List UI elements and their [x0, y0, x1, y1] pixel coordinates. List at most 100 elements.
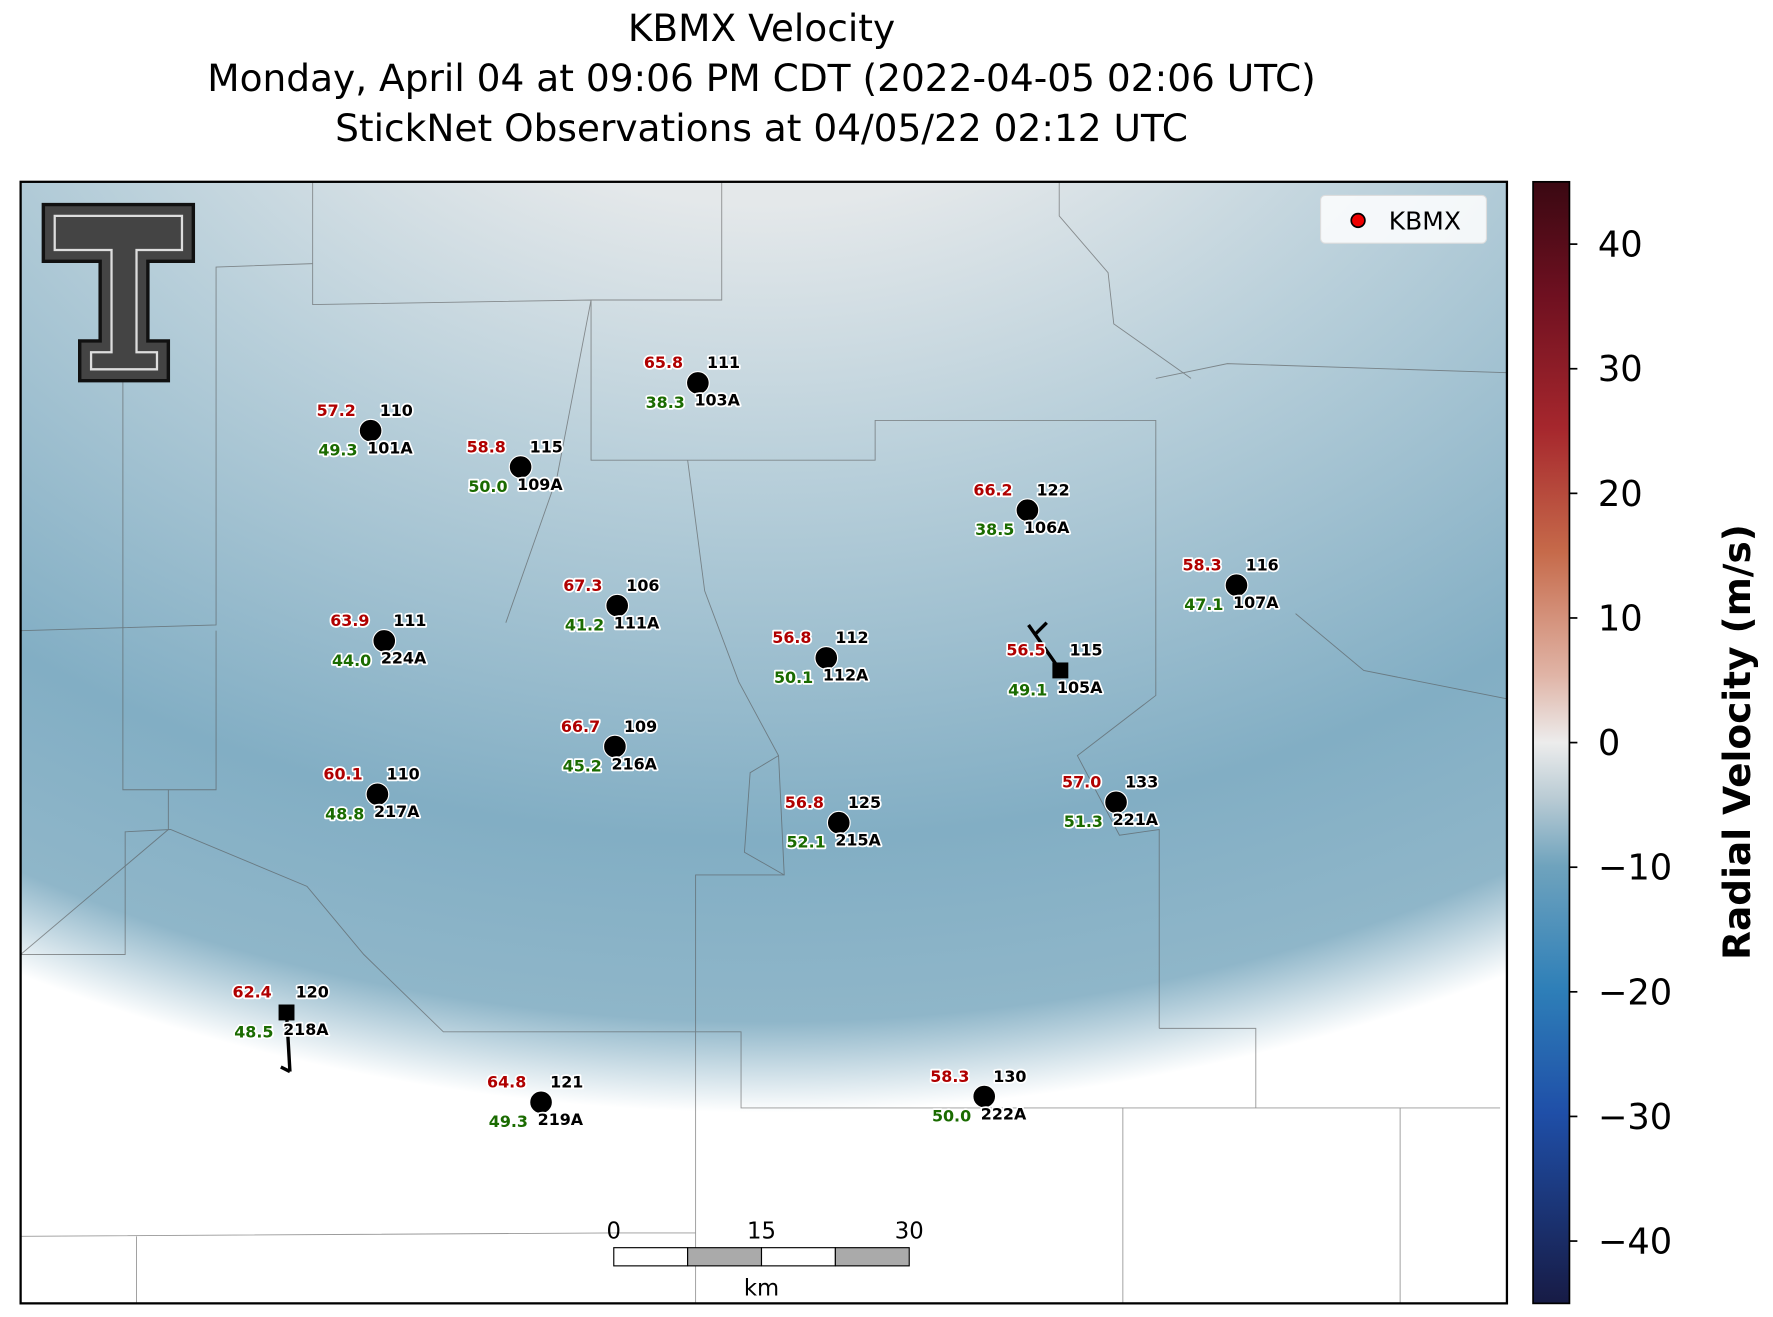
radar-field	[20, 181, 1507, 1304]
wind-direction: 109	[624, 717, 657, 736]
map-frame	[19, 180, 1509, 1305]
colorbar-tick-label: 0	[1598, 723, 1620, 764]
temperature: 64.8	[487, 1072, 526, 1091]
wind-direction: 111	[707, 353, 740, 372]
wind-direction: 111	[393, 611, 426, 630]
dewpoint: 50.0	[468, 477, 507, 496]
station-id: 111A	[614, 613, 660, 632]
temperature: 60.1	[323, 765, 362, 784]
station: 56.5 115 49.1 105A	[1005, 621, 1105, 701]
station-id: 217A	[374, 802, 420, 821]
station-id: 216A	[612, 754, 658, 773]
legend-label: KBMX	[1389, 207, 1461, 236]
station-marker	[529, 1090, 553, 1115]
colorbar	[1532, 180, 1571, 1305]
station-id: 218A	[283, 1020, 329, 1039]
scale-tick-label: 30	[895, 1219, 924, 1245]
scale-unit: km	[744, 1275, 779, 1301]
station-marker	[1015, 498, 1040, 523]
dewpoint: 49.3	[318, 441, 357, 460]
wind-direction: 106	[626, 576, 659, 595]
temperature: 62.4	[233, 983, 272, 1002]
station-id: 219A	[538, 1110, 584, 1129]
station: 58.3 116 47.1 107A	[1181, 554, 1281, 616]
station-id: 222A	[981, 1104, 1027, 1123]
station: 58.3 130 50.0 222A	[929, 1065, 1029, 1127]
station: 66.2 122 38.5 106A	[972, 479, 1072, 541]
station: 57.0 133 51.3 221A	[1060, 771, 1160, 833]
dewpoint: 44.0	[332, 651, 371, 670]
scale-tick-label: 0	[607, 1219, 621, 1245]
temperature: 56.8	[785, 793, 824, 812]
colorbar-tick-label: 40	[1598, 225, 1643, 266]
station: 60.1 110 48.8 217A	[322, 763, 422, 825]
colorbar-tick-label: 30	[1598, 349, 1643, 390]
temperature: 56.8	[772, 628, 811, 647]
title: KBMX Velocity	[628, 6, 895, 50]
station: 67.3 106 41.2 111A	[561, 574, 661, 636]
wind-direction: 115	[1069, 641, 1102, 660]
dewpoint: 50.0	[932, 1107, 971, 1126]
station-marker	[508, 455, 533, 479]
station: 63.9 111 44.0 224A	[329, 609, 429, 671]
station-id: 106A	[1024, 518, 1070, 537]
subtitle: Monday, April 04 at 09:06 PM CDT (2022-0…	[207, 56, 1316, 100]
station-id: 103A	[694, 391, 740, 410]
station-marker	[1224, 573, 1249, 598]
station-marker	[278, 1004, 295, 1021]
dewpoint: 49.1	[1008, 680, 1047, 699]
station-marker	[605, 593, 630, 618]
temperature: 65.8	[644, 353, 683, 372]
wind-direction: 112	[835, 628, 868, 647]
station: 58.8 115 50.0 109A	[465, 436, 565, 498]
station-id: 101A	[367, 438, 413, 457]
wind-direction: 122	[1036, 480, 1069, 499]
wind-direction: 133	[1125, 772, 1158, 791]
colorbar-tick-label: 20	[1598, 474, 1643, 515]
station: 56.8 112 50.1 112A	[771, 626, 871, 688]
station: 65.8 111 38.3 103A	[642, 351, 742, 413]
dewpoint: 38.3	[646, 393, 685, 412]
wind-direction: 110	[380, 401, 413, 420]
colorbar-tick-label: −30	[1598, 1097, 1672, 1138]
temperature: 58.8	[467, 437, 506, 456]
temperature: 67.3	[563, 576, 602, 595]
wind-direction: 121	[550, 1072, 583, 1091]
wind-direction: 110	[387, 765, 420, 784]
station-id: 112A	[823, 666, 869, 685]
colorbar-ticks: −40 −30 −20 −10 0 10 20 30 40	[1569, 225, 1672, 1263]
wind-direction: 125	[848, 793, 881, 812]
scale-tick-label: 15	[747, 1219, 776, 1245]
dewpoint: 51.3	[1064, 812, 1103, 831]
station-marker	[1104, 790, 1128, 815]
dewpoint: 49.3	[489, 1112, 528, 1131]
station-marker	[826, 810, 851, 835]
temperature: 57.0	[1062, 772, 1101, 791]
station: 56.8 125 52.1 215A	[783, 791, 883, 853]
dewpoint: 45.2	[563, 757, 602, 776]
station: 66.7 109 45.2 216A	[559, 715, 659, 777]
legend-box	[1320, 194, 1488, 244]
stations: 65.8 111 38.3 103A 57.2 110 49.3 101A 58.8 115 50.…	[231, 351, 1281, 1133]
dewpoint: 48.5	[234, 1022, 273, 1041]
station-id: 221A	[1113, 810, 1159, 829]
legend-marker	[1350, 212, 1366, 229]
legend: KBMX	[1320, 194, 1488, 244]
colorbar-tick-label: −20	[1598, 972, 1672, 1013]
temperature: 58.3	[1182, 555, 1221, 574]
station-marker	[372, 628, 397, 653]
county-lines	[20, 181, 1507, 1304]
wind-direction: 120	[296, 983, 329, 1002]
dewpoint: 52.1	[787, 833, 826, 852]
station-id: 109A	[517, 475, 563, 494]
station-marker	[358, 418, 383, 443]
dewpoint: 41.2	[565, 616, 604, 635]
colorbar-tick-label: −40	[1598, 1222, 1672, 1263]
station-id: 224A	[381, 649, 427, 668]
temperature: 57.2	[317, 401, 356, 420]
station: 64.8 121 49.3 219A	[485, 1071, 585, 1133]
colorbar-tick-label: 10	[1598, 598, 1643, 639]
temperature: 66.2	[973, 480, 1012, 499]
wind-direction: 116	[1246, 555, 1279, 574]
